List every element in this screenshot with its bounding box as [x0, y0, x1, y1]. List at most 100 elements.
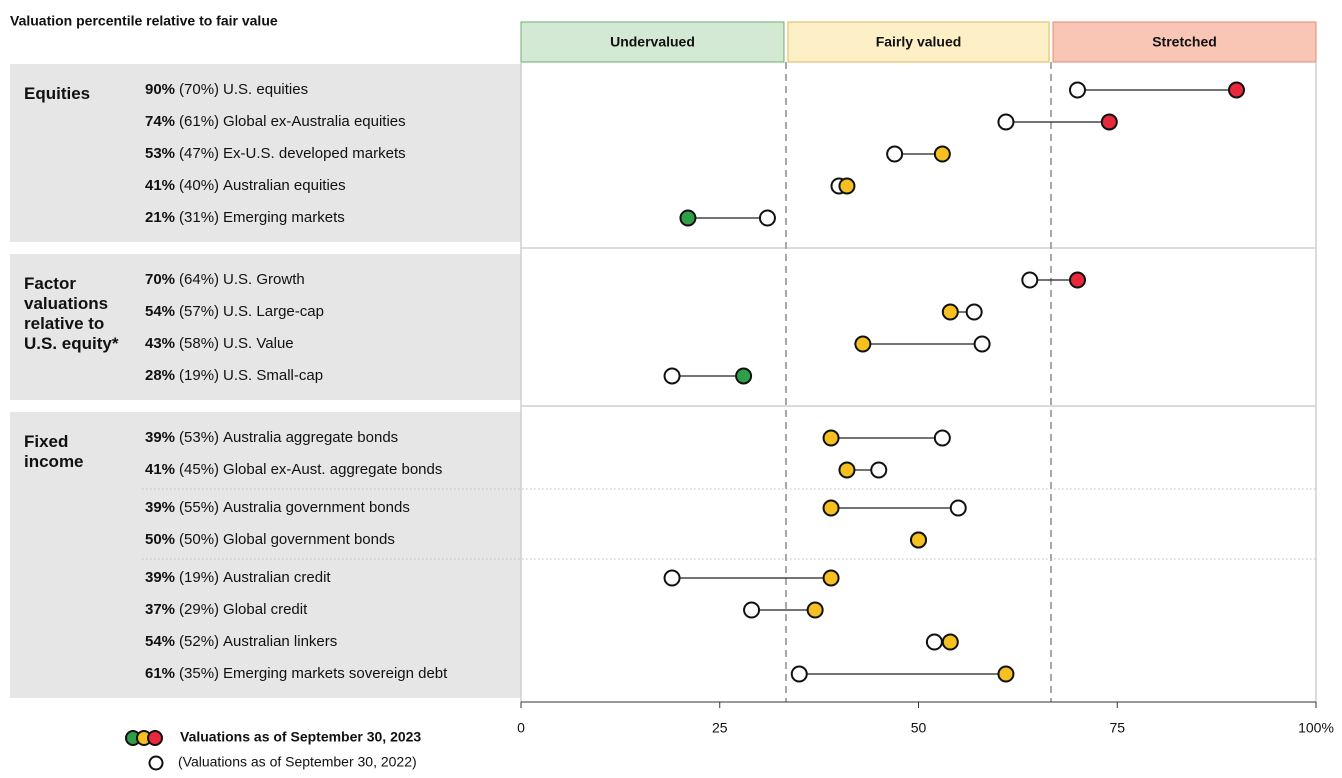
chart-title: Valuation percentile relative to fair va…	[10, 13, 278, 29]
row-label-part: 21%	[145, 209, 175, 226]
current-dot	[997, 665, 1015, 683]
zone-header	[787, 21, 1050, 63]
group-label: Fixed income	[24, 432, 84, 471]
zone-label: Stretched	[1152, 34, 1217, 50]
row-label-part: U.S. Small-cap	[223, 367, 323, 384]
current-dot	[679, 209, 697, 227]
row-label: 43% (58%) U.S. Value	[145, 335, 294, 352]
row-label-part: (53%)	[179, 429, 219, 446]
row-label-part: 41%	[145, 461, 175, 478]
row-label-part: U.S. Value	[223, 335, 294, 352]
row-label: 50% (50%) Global government bonds	[145, 531, 395, 548]
legend-dot	[147, 730, 163, 746]
row-label-part: Emerging markets	[223, 209, 345, 226]
row-label: 39% (19%) Australian credit	[145, 569, 331, 586]
row-label: 54% (52%) Australian linkers	[145, 633, 337, 650]
row-label-part: 50%	[145, 531, 175, 548]
x-tick-label: 0	[517, 720, 525, 736]
prior-dot	[933, 429, 951, 447]
row-label-part: 53%	[145, 145, 175, 162]
prior-dot	[1069, 81, 1086, 99]
row-label-part: Global credit	[223, 601, 308, 618]
legend-label: Valuations as of September 30, 2023	[180, 729, 421, 745]
row-label: 53% (47%) Ex-U.S. developed markets	[145, 145, 406, 162]
row-label-part: 61%	[145, 665, 175, 682]
row-label: 41% (40%) Australian equities	[145, 177, 346, 194]
row-label-part: (35%)	[179, 665, 219, 682]
group-panel	[10, 64, 521, 242]
row-label-part: (50%)	[179, 531, 219, 548]
row-label-part: Australian linkers	[223, 633, 337, 650]
current-dot	[910, 531, 927, 549]
row-label: 37% (29%) Global credit	[145, 601, 308, 618]
prior-dot	[949, 499, 967, 517]
current-dot	[1228, 81, 1245, 99]
row-label: 41% (45%) Global ex-Aust. aggregate bonds	[145, 461, 442, 478]
prior-dot	[925, 633, 943, 651]
prior-dot	[663, 569, 681, 587]
zone-header	[1052, 21, 1317, 63]
row-label-part: U.S. Large-cap	[223, 303, 324, 320]
row-label-part: Global ex-Aust. aggregate bonds	[223, 461, 442, 478]
current-dot	[838, 461, 856, 479]
row-label-part: 90%	[145, 81, 175, 98]
row-label-part: Australian equities	[223, 177, 346, 194]
row-label-part: (19%)	[179, 569, 219, 586]
row-label: 21% (31%) Emerging markets	[145, 209, 345, 226]
zone-label: Fairly valued	[876, 34, 962, 50]
zone-header	[520, 21, 785, 63]
row-label: 28% (19%) U.S. Small-cap	[145, 367, 323, 384]
prior-dot	[663, 367, 681, 385]
group-label: Factor valuations relative to U.S. equity*	[24, 274, 119, 353]
x-tick-label: 50	[911, 720, 927, 736]
prior-dot	[965, 303, 983, 321]
row-label-part: 43%	[145, 335, 175, 352]
current-dot	[933, 145, 951, 163]
row-label-part: (19%)	[179, 367, 219, 384]
prior-dot	[973, 335, 991, 353]
legend-label: (Valuations as of September 30, 2022)	[178, 754, 417, 770]
legend-dot	[148, 755, 164, 771]
row-label-part: (45%)	[179, 461, 219, 478]
row-label-part: (29%)	[179, 601, 219, 618]
row-label: 54% (57%) U.S. Large-cap	[145, 303, 324, 320]
row-label-part: 70%	[145, 271, 175, 288]
row-label-part: (55%)	[179, 499, 219, 516]
row-label: 90% (70%) U.S. equities	[145, 81, 308, 98]
prior-dot	[758, 209, 776, 227]
group-panel	[10, 412, 521, 698]
current-dot	[735, 367, 753, 385]
current-dot	[822, 429, 840, 447]
row-label-part: (58%)	[179, 335, 219, 352]
prior-dot	[870, 461, 888, 479]
row-label-part: U.S. equities	[223, 81, 308, 98]
row-label: 39% (55%) Australia government bonds	[145, 499, 410, 516]
row-label-part: U.S. Growth	[223, 271, 305, 288]
row-label-part: (52%)	[179, 633, 219, 650]
current-dot	[1069, 271, 1086, 289]
current-dot	[822, 499, 840, 517]
row-label-part: Australia aggregate bonds	[223, 429, 398, 446]
row-label: 70% (64%) U.S. Growth	[145, 271, 305, 288]
row-label-part: (40%)	[179, 177, 219, 194]
row-label-part: 54%	[145, 633, 175, 650]
current-dot	[806, 601, 824, 619]
x-tick-label: 75	[1109, 720, 1125, 736]
row-label: 74% (61%) Global ex-Australia equities	[145, 113, 406, 130]
row-label-part: (57%)	[179, 303, 219, 320]
current-dot	[854, 335, 872, 353]
row-label: 61% (35%) Emerging markets sovereign debt	[145, 665, 448, 682]
current-dot	[822, 569, 840, 587]
prior-dot	[743, 601, 761, 619]
row-label-part: 28%	[145, 367, 175, 384]
current-dot	[941, 303, 959, 321]
row-label-part: 41%	[145, 177, 175, 194]
x-tick-label: 100%	[1298, 720, 1334, 736]
row-label-part: Australia government bonds	[223, 499, 410, 516]
row-label-part: 39%	[145, 429, 175, 446]
row-label-part: (61%)	[179, 113, 219, 130]
row-label-part: 39%	[145, 499, 175, 516]
row-label: 39% (53%) Australia aggregate bonds	[145, 429, 398, 446]
